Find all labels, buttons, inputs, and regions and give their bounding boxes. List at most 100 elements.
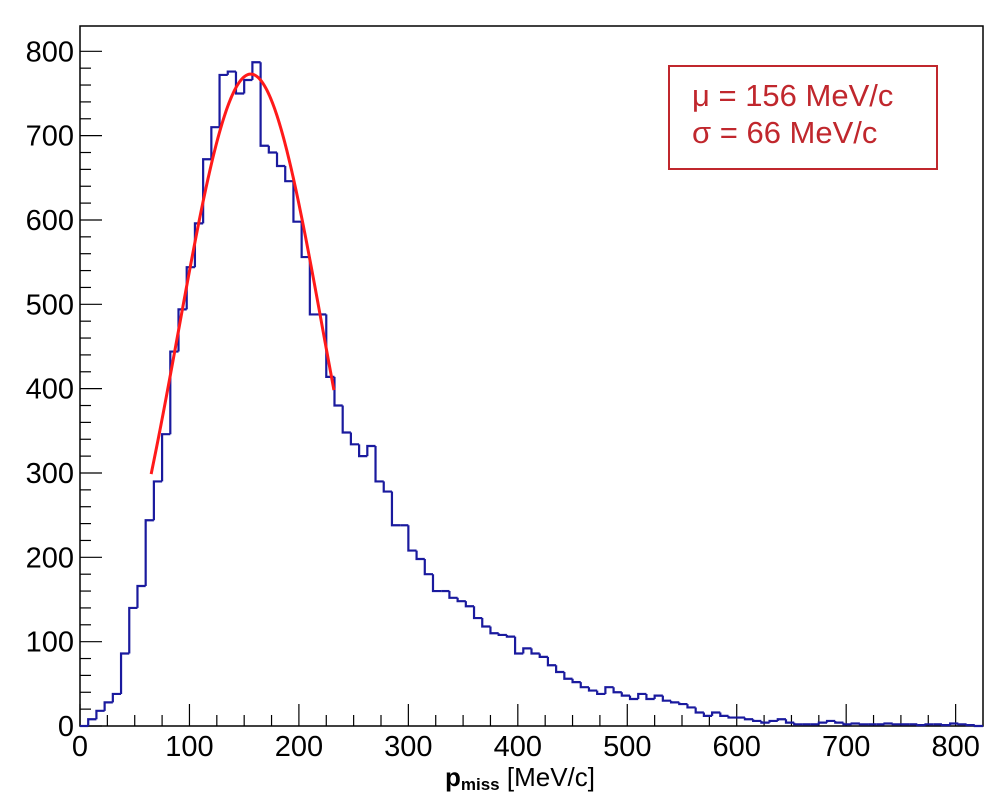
x-axis-title-main: p <box>445 762 461 792</box>
histogram-bin <box>727 715 737 719</box>
histogram-bin <box>924 723 934 726</box>
fit-legend-mu: μ = 156 MeV/c <box>692 78 893 113</box>
histogram-bin <box>768 719 778 723</box>
histogram-bin <box>604 686 614 694</box>
histogram-bin <box>678 702 688 706</box>
histogram-bin <box>259 62 269 147</box>
histogram-bin <box>916 724 926 727</box>
histogram-bin <box>407 525 417 552</box>
histogram-bin <box>185 266 195 310</box>
x-tick-label: 100 <box>165 731 213 763</box>
axis-ticks <box>79 50 957 727</box>
plot-frame <box>79 25 984 727</box>
histogram-bin <box>760 720 770 724</box>
histogram-bin <box>464 601 475 608</box>
histogram-bin <box>719 712 729 717</box>
histogram-bin <box>226 70 236 75</box>
histogram-bin <box>275 152 286 168</box>
histogram-bin <box>571 678 581 684</box>
histogram-bin <box>957 723 967 726</box>
histogram-bin <box>300 221 310 259</box>
y-tick-labels: 0 100 200 300 400 500 600 700 800 <box>26 36 74 743</box>
y-tick-label: 800 <box>26 36 74 68</box>
histogram-bin <box>850 722 860 725</box>
histogram-bin <box>210 126 220 160</box>
histogram-bin <box>612 687 622 694</box>
histogram-bin <box>472 606 483 620</box>
x-tick-label: 500 <box>603 731 651 763</box>
histogram-bin <box>628 695 639 701</box>
x-axis-title: pmiss [MeV/c] <box>445 762 595 794</box>
histogram-bin <box>128 606 138 654</box>
histogram-bin <box>587 687 598 692</box>
histogram-bin <box>103 701 113 711</box>
histogram-bin <box>793 722 803 726</box>
x-tick-label: 800 <box>931 731 979 763</box>
x-tick-label: 200 <box>275 731 323 763</box>
y-tick-label: 600 <box>26 205 74 237</box>
histogram-bin <box>218 73 228 128</box>
histogram-bin <box>784 719 795 724</box>
histogram-bin <box>382 481 392 493</box>
histogram-bin <box>284 166 294 183</box>
histogram-bin <box>423 559 433 576</box>
histogram-bin <box>579 682 589 689</box>
histogram-bin <box>448 591 458 599</box>
gaussian-fit-curve <box>149 72 336 475</box>
x-tick-label: 300 <box>384 731 432 763</box>
histogram-bin <box>940 724 951 727</box>
histogram-bin <box>160 433 171 482</box>
histogram-bin <box>522 647 532 654</box>
histogram-bin <box>743 717 754 721</box>
histogram-bin <box>144 519 154 586</box>
x-tick-labels: 0 100 200 300 400 500 600 700 800 <box>72 731 980 763</box>
y-tick-label: 300 <box>26 458 74 490</box>
y-tick-label: 200 <box>26 542 74 574</box>
histogram-bin <box>645 693 655 701</box>
histogram-bin <box>111 692 122 703</box>
histogram-bin <box>87 718 97 726</box>
fit-legend-box <box>668 65 938 170</box>
y-tick-label: 500 <box>26 289 74 321</box>
histogram-bin <box>891 723 901 726</box>
histogram-bin <box>431 574 442 593</box>
histogram-bin <box>669 700 680 704</box>
histogram-bin <box>358 444 368 458</box>
histogram-bin <box>95 709 105 720</box>
histogram-bin <box>620 692 631 697</box>
histogram-bin <box>193 222 204 268</box>
histogram-bin <box>973 724 983 728</box>
histogram-bin <box>152 480 163 521</box>
histogram-bin <box>949 722 959 726</box>
x-axis-title-unit: [MeV/c] <box>500 762 595 792</box>
histogram-bin <box>333 376 343 407</box>
histogram-bin <box>530 648 540 655</box>
histogram-bin <box>711 711 721 716</box>
histogram-bin <box>538 653 548 658</box>
histogram-bin <box>366 444 376 457</box>
histogram-bin <box>292 181 302 223</box>
histogram-bin <box>390 491 401 527</box>
x-tick-label: 700 <box>822 731 870 763</box>
y-tick-label: 100 <box>26 627 74 659</box>
x-tick-label: 600 <box>713 731 761 763</box>
histogram-bin <box>497 633 507 637</box>
histogram-bin <box>686 704 696 709</box>
histogram-series <box>80 61 983 728</box>
x-tick-label: 0 <box>72 731 88 763</box>
histogram-bin <box>489 626 499 635</box>
histogram-bin <box>505 634 516 638</box>
histogram-bin <box>825 719 836 723</box>
histogram-bin <box>555 665 565 674</box>
histogram-bin <box>653 694 663 700</box>
x-tick-label: 400 <box>494 731 542 763</box>
histogram-bin <box>702 712 713 717</box>
histogram-bin <box>243 78 253 94</box>
histogram-bin <box>481 618 491 628</box>
histogram-bin <box>661 695 672 702</box>
histogram-bin <box>267 145 278 154</box>
histogram-bin <box>752 719 762 723</box>
histogram-bin <box>513 636 524 655</box>
histogram-bin <box>415 550 425 561</box>
